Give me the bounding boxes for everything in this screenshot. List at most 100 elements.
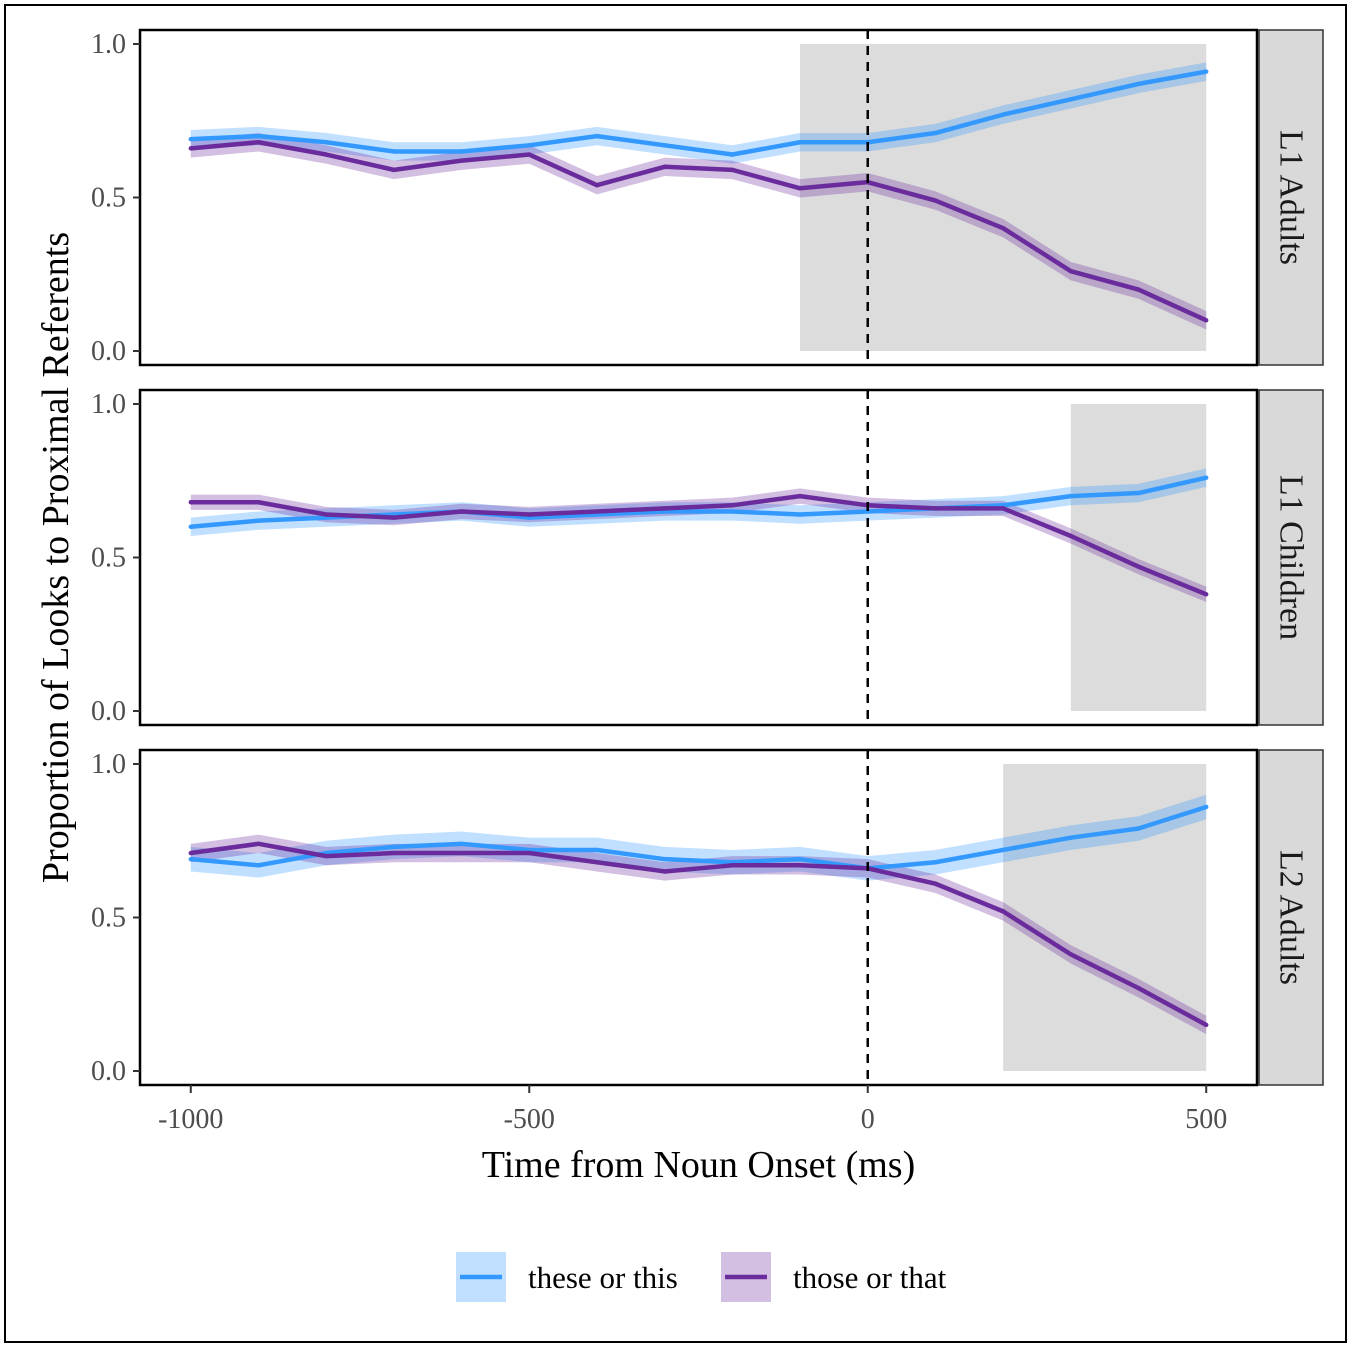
legend: these or this those or that [456,1252,947,1302]
data-point-these [730,152,735,157]
data-point-these [527,143,532,148]
data-point-these [323,140,329,145]
y-tick-label: 0.5 [91,543,126,574]
x-tick-label: 0 [861,1104,875,1135]
data-point-those [1204,318,1209,323]
data-point-these [1204,475,1209,480]
data-point-these [1136,81,1141,87]
data-point-these [797,512,803,517]
data-point-those [527,512,532,517]
panel-1: 0.0 0.5 1.0 L1 Children [91,388,1324,727]
data-point-those [933,198,938,203]
data-point-these [1000,112,1006,117]
data-point-those [594,509,600,514]
data-point-these [1136,826,1141,831]
data-point-those [933,506,938,511]
data-point-these [256,133,261,139]
data-point-those [1000,506,1006,511]
x-tick-label: -1000 [158,1104,223,1135]
data-point-those [662,869,667,874]
data-point-those [662,506,667,511]
y-axis-title: Proportion of Looks to Proximal Referent… [35,232,77,883]
y-tick-label: 1.0 [91,389,126,420]
data-point-those [1204,592,1209,597]
data-point-these [1204,69,1209,74]
x-axis-title: Time from Noun Onset (ms) [482,1144,915,1186]
data-point-those [188,500,193,505]
data-point-those [323,853,329,859]
data-point-those [188,146,193,151]
data-point-these [391,149,397,154]
series-line-these [190,69,1207,157]
data-point-those [391,850,397,856]
data-point-those [256,841,261,847]
data-point-these [188,136,193,142]
facet-strip-label: L2 Adults [1273,850,1310,985]
panel-0: 0.0 0.5 1.0 L1 Adults [91,28,1324,367]
data-point-these [1068,835,1074,840]
data-point-these [1204,804,1209,810]
y-tick-label: 0.0 [91,696,126,727]
data-point-those [797,863,803,868]
ci-ribbon-those [190,834,1207,1035]
data-point-those [1204,1022,1209,1028]
data-point-these [933,860,938,865]
data-point-these [1068,493,1074,499]
data-point-those [323,512,329,517]
data-point-those [256,140,261,145]
data-point-those [1000,909,1006,914]
data-point-these [797,140,803,145]
x-tick-label: -500 [504,1104,555,1135]
y-tick-label: 0.5 [91,903,126,934]
data-point-those [527,850,532,856]
data-point-those [256,500,261,505]
data-point-those [459,509,464,514]
x-axis: -1000 -500 0 500 [158,1085,1227,1135]
data-point-these [662,856,667,862]
data-point-those [933,881,938,886]
data-point-these [188,524,193,529]
series-line-these [190,804,1207,871]
data-point-these [459,841,464,847]
data-point-these [662,143,667,148]
highlight-window [1070,404,1207,711]
data-point-these [594,133,600,139]
y-tick-label: 0.0 [91,336,126,367]
data-point-those [594,183,600,188]
data-point-these [933,130,938,136]
x-tick-label: 500 [1185,1104,1227,1135]
data-point-those [797,493,803,499]
data-point-those [1068,268,1074,274]
legend-label-those: those or that [793,1260,947,1295]
facet-strip-label: L1 Children [1273,475,1310,640]
y-tick-label: 0.5 [91,183,126,214]
data-point-those [459,850,464,856]
data-point-those [1068,533,1074,539]
ci-ribbon-these [190,468,1207,537]
ci-ribbon-those [190,488,1207,603]
data-point-those [323,152,329,157]
data-point-these [1000,847,1006,853]
ci-ribbon-those [190,133,1207,330]
data-point-those [1136,564,1141,569]
data-point-these [188,856,193,862]
data-point-those [1068,952,1074,957]
series-line-those [190,493,1208,597]
y-tick-label: 0.0 [91,1056,126,1087]
data-point-these [1136,490,1141,496]
legend-item-these: these or this [456,1252,678,1302]
data-point-those [391,515,397,520]
data-point-those [391,167,397,173]
highlight-window [1003,764,1207,1071]
data-point-these [256,863,261,868]
data-point-these [459,149,464,154]
series-line-those [190,139,1208,323]
data-point-those [527,152,532,157]
facet-strip [1258,29,1324,366]
data-point-those [459,158,464,163]
data-point-those [594,860,600,865]
facet-strip [1258,389,1324,726]
panel-2: 0.0 0.5 1.0 L2 Adults [91,748,1324,1087]
data-point-these [797,856,803,862]
